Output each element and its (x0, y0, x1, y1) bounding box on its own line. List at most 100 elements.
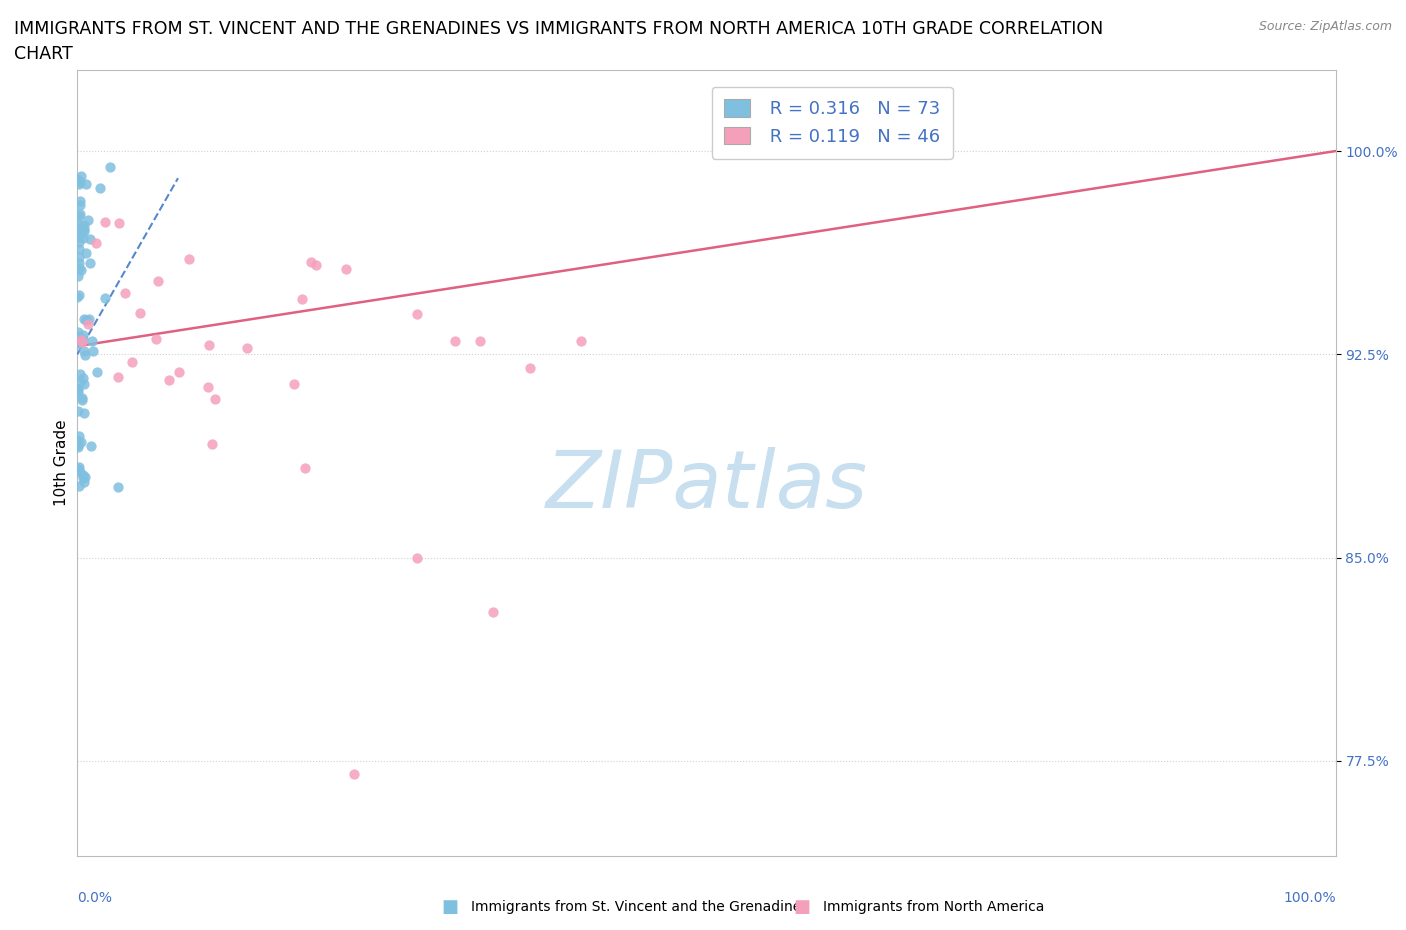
Text: ■: ■ (441, 897, 458, 916)
Point (84, 235, 107, 250)
Point (177, 252, 200, 267)
Point (73, 223, 96, 238)
Point (67, 287, 90, 302)
Point (67, 215, 90, 230)
Point (70, 333, 93, 348)
Point (283, 377, 305, 392)
Point (66, 268, 89, 283)
Point (67, 256, 90, 271)
Point (569, 333, 592, 348)
Point (201, 437, 224, 452)
Point (69, 193, 91, 208)
Point (70, 219, 93, 234)
Point (94, 290, 117, 305)
Point (66, 404, 89, 418)
Point (98, 160, 121, 175)
Point (67, 241, 90, 256)
Point (235, 340, 257, 355)
Point (75, 469, 97, 484)
Point (77, 212, 100, 227)
Point (67, 223, 90, 238)
Point (72, 327, 94, 342)
Point (69, 206, 91, 221)
Point (335, 261, 357, 276)
Point (73, 312, 96, 326)
Point (198, 338, 221, 352)
Point (145, 332, 167, 347)
Point (67, 249, 90, 264)
Point (67, 230, 90, 245)
Point (80, 439, 103, 454)
Point (204, 392, 226, 406)
Point (291, 291, 314, 306)
Point (66, 328, 89, 343)
Point (67, 438, 90, 453)
Y-axis label: 10th Grade: 10th Grade (53, 419, 69, 506)
Point (114, 286, 136, 300)
Point (67, 479, 90, 494)
Point (66, 385, 89, 400)
Point (86, 365, 108, 379)
Point (75, 177, 97, 192)
Point (72, 471, 94, 485)
Text: Immigrants from North America: Immigrants from North America (823, 899, 1043, 914)
Point (107, 370, 129, 385)
Point (67, 208, 90, 223)
Point (70, 335, 93, 350)
Point (66, 325, 89, 339)
Text: 0.0%: 0.0% (77, 891, 112, 905)
Point (79, 232, 101, 246)
Point (294, 460, 316, 475)
Point (146, 273, 169, 288)
Point (66, 289, 89, 304)
Point (67, 433, 90, 448)
Point (72, 332, 94, 347)
Point (107, 480, 129, 495)
Point (73, 218, 96, 232)
Point (89, 181, 111, 196)
Point (304, 258, 326, 272)
Point (67, 461, 90, 476)
Point (66, 337, 89, 352)
Point (69, 175, 91, 190)
Legend:  R = 0.316   N = 73,  R = 0.119   N = 46: R = 0.316 N = 73, R = 0.119 N = 46 (711, 86, 953, 158)
Point (67, 235, 90, 250)
Point (70, 168, 93, 183)
Point (468, 333, 491, 348)
Point (72, 371, 94, 386)
Point (93, 215, 115, 230)
Point (519, 361, 541, 376)
Point (69, 375, 91, 390)
Point (481, 604, 503, 619)
Point (406, 550, 429, 565)
Point (73, 475, 96, 490)
Point (82, 343, 104, 358)
Point (75, 312, 97, 327)
Text: IMMIGRANTS FROM ST. VINCENT AND THE GRENADINES VS IMMIGRANTS FROM NORTH AMERICA : IMMIGRANTS FROM ST. VINCENT AND THE GREN… (14, 20, 1104, 38)
Point (75, 246, 97, 260)
Point (77, 317, 100, 332)
Point (129, 306, 152, 321)
Text: CHART: CHART (14, 45, 73, 62)
Point (167, 365, 190, 379)
Text: ■: ■ (793, 897, 810, 916)
Point (73, 343, 96, 358)
Point (72, 377, 94, 392)
Point (73, 348, 96, 363)
Point (197, 379, 219, 394)
Point (66, 382, 89, 397)
Text: Immigrants from St. Vincent and the Grenadines: Immigrants from St. Vincent and the Gren… (471, 899, 808, 914)
Point (67, 440, 90, 455)
Point (67, 260, 90, 275)
Point (70, 333, 93, 348)
Point (67, 177, 90, 192)
Point (69, 459, 91, 474)
Point (299, 255, 322, 270)
Point (70, 263, 93, 278)
Point (77, 312, 100, 326)
Point (66, 172, 89, 187)
Point (406, 306, 429, 321)
Text: Source: ZipAtlas.com: Source: ZipAtlas.com (1258, 20, 1392, 33)
Point (79, 256, 101, 271)
Point (69, 465, 91, 480)
